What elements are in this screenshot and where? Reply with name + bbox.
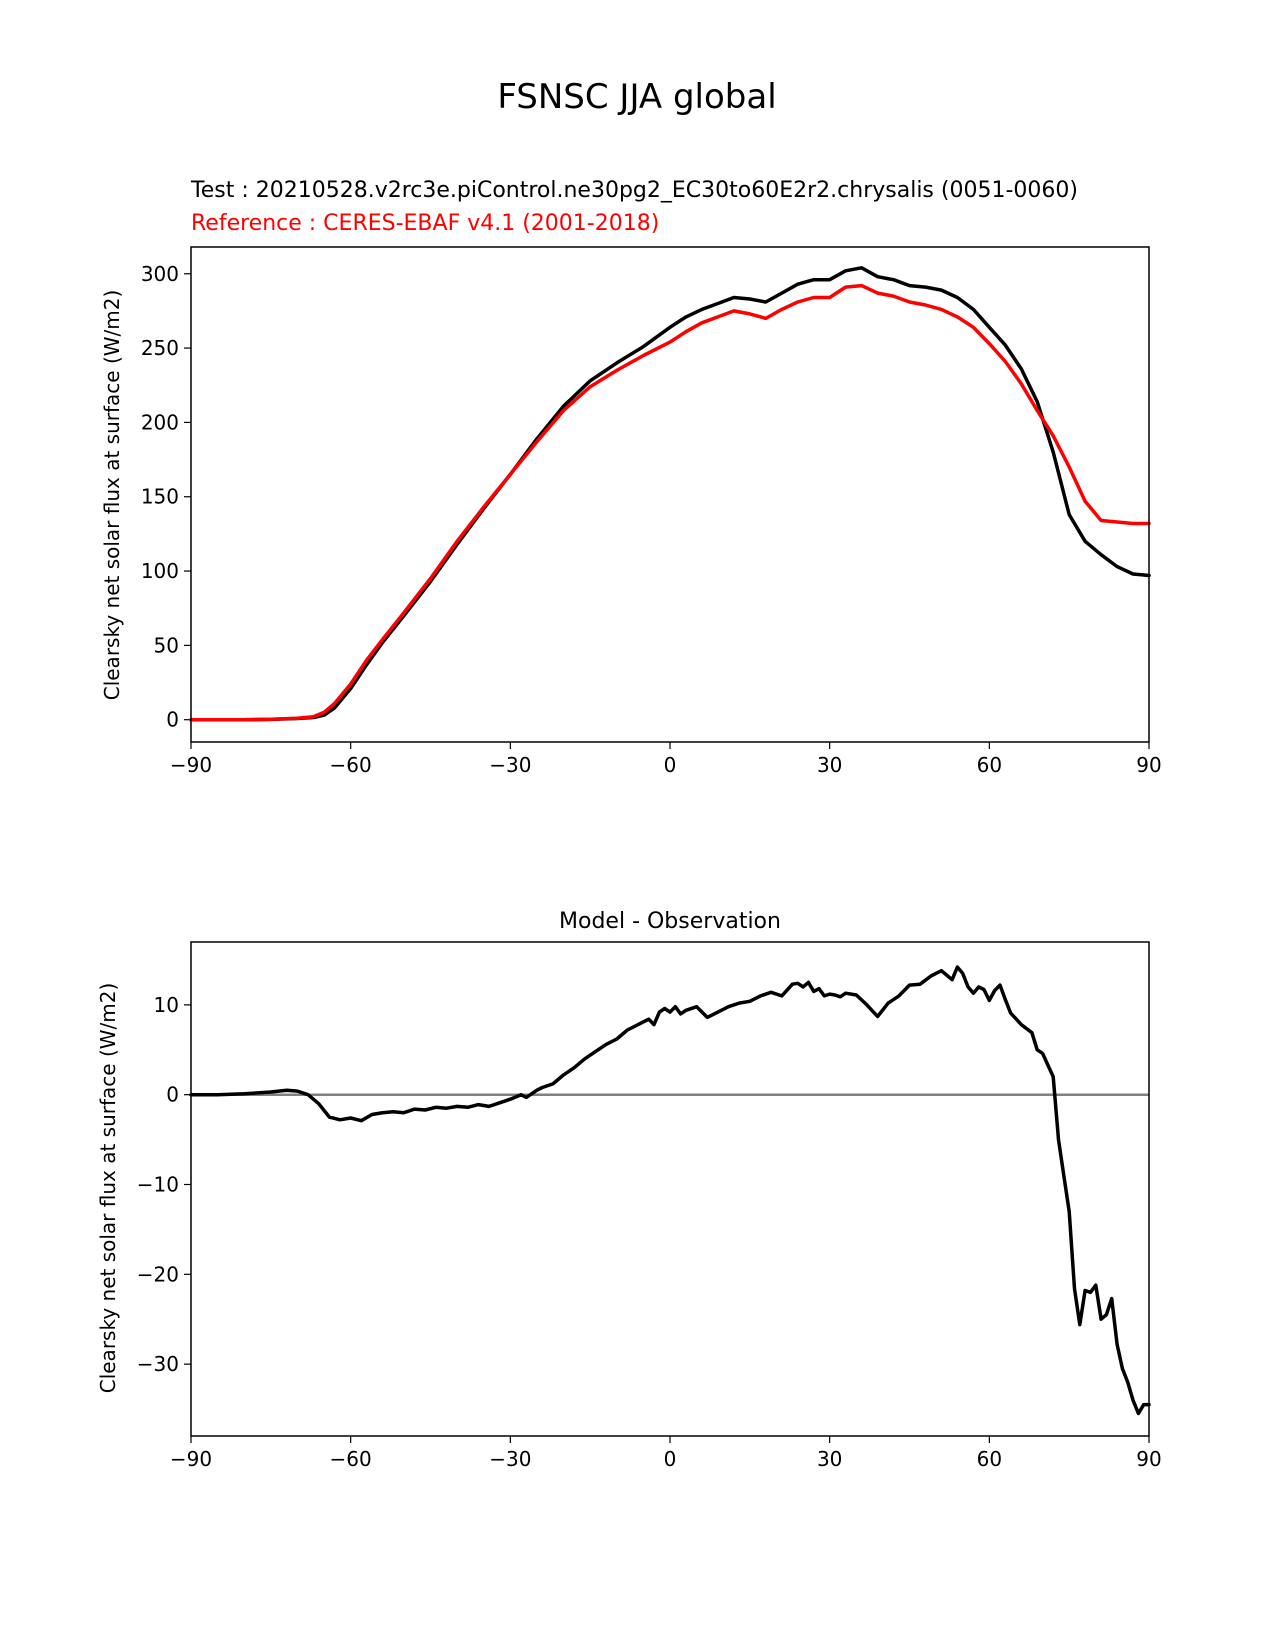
top-ylabel: Clearsky net solar flux at surface (W/m2… [100,290,124,701]
bottom-xtick-label-4: 30 [817,1447,842,1471]
bottom-xtick-label-5: 60 [977,1447,1002,1471]
bottom-xtick-label-6: 90 [1136,1447,1161,1471]
top-series-reference-line [189,283,1151,722]
bottom-plot-lines [189,965,1151,1416]
top-xtick-label-1: −60 [330,753,372,777]
bottom-series-test-reference-line [189,965,1151,1416]
bottom-panel: Model - Observation Clearsky net solar f… [96,909,1162,1471]
bottom-ylabel: Clearsky net solar flux at surface (W/m2… [96,983,120,1394]
top-xtick-label-4: 30 [817,753,842,777]
bottom-title: Model - Observation [559,909,781,934]
top-ytick-label-3: 150 [141,485,179,509]
top-xtick-label-3: 0 [664,753,677,777]
top-panel: Test : 20210528.v2rc3e.piControl.ne30pg2… [100,178,1162,777]
bottom-axis-ticks: −90 −60 −30 0 30 60 90 −30 −20 −10 0 10 [137,993,1162,1471]
top-ytick-label-5: 250 [141,336,179,360]
bottom-xtick-label-3: 0 [664,1447,677,1471]
top-series-test-line [189,266,1151,722]
bottom-xtick-label-0: −90 [170,1447,212,1471]
top-xtick-label-2: −30 [489,753,531,777]
top-title-test: Test : 20210528.v2rc3e.piControl.ne30pg2… [190,178,1078,203]
bottom-ytick-label-3: 0 [166,1083,179,1107]
bottom-ytick-label-2: −10 [137,1173,179,1197]
top-ytick-label-1: 50 [154,633,179,657]
bottom-ytick-label-4: 10 [154,993,179,1017]
top-plot-lines [189,266,1151,722]
bottom-xtick-label-1: −60 [330,1447,372,1471]
top-axis-ticks: −90 −60 −30 0 30 60 90 0 50 100 150 200 250 300 [141,262,1162,777]
top-xtick-label-5: 60 [977,753,1002,777]
top-axes-frame [190,246,1150,743]
top-title-reference: Reference : CERES-EBAF v4.1 (2001-2018) [191,211,659,236]
top-ytick-label-0: 0 [166,708,179,732]
bottom-axes-frame [190,941,1150,1437]
bottom-ytick-label-0: −30 [137,1352,179,1376]
top-ytick-label-6: 300 [141,262,179,286]
bottom-ytick-label-1: −20 [137,1262,179,1286]
top-ytick-label-4: 200 [141,410,179,434]
top-ytick-label-2: 100 [141,559,179,583]
top-xtick-label-6: 90 [1136,753,1161,777]
figure-suptitle: FSNSC JJA global [497,77,776,117]
top-xtick-label-0: −90 [170,753,212,777]
bottom-xtick-label-2: −30 [489,1447,531,1471]
